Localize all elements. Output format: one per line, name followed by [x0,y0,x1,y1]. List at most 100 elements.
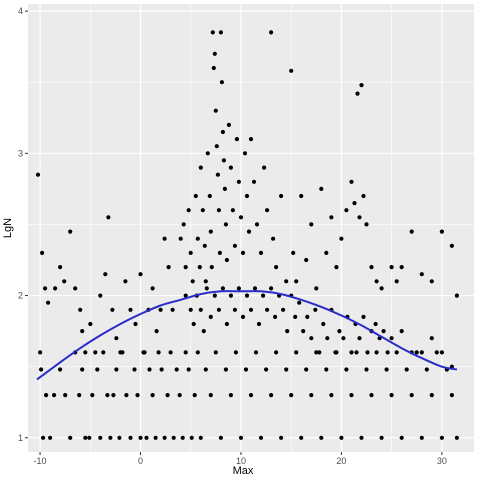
data-point [243,367,249,372]
y-tick-label: 2 [18,291,23,301]
data-point [208,229,213,234]
data-point [147,367,152,372]
data-point [222,186,227,191]
data-point [195,236,200,241]
x-tick-label: 20 [336,456,346,466]
data-point [434,350,439,355]
data-point [424,367,429,372]
data-point [220,286,225,291]
data-point [156,350,161,355]
data-point [319,435,324,440]
data-point [389,336,394,341]
data-point [213,108,218,113]
data-point [212,51,217,56]
data-point [108,435,113,440]
data-point [409,393,414,398]
x-tick-label: 30 [437,456,447,466]
data-point [373,321,378,327]
x-axis-ticks: -10 0 10 20 30 [34,452,447,466]
data-point [58,367,63,372]
data-point [40,250,45,255]
data-point [166,265,171,270]
data-point [181,222,186,227]
data-point [212,293,217,298]
data-point [224,257,229,263]
data-point [188,250,193,255]
data-point [232,243,237,248]
data-point [228,293,233,298]
y-tick-label: 1 [18,433,23,443]
data-point [339,236,344,241]
data-point [154,329,159,334]
minor-gridlines [28,4,474,452]
data-point [53,286,58,291]
data-point [271,236,276,241]
data-point [284,279,289,284]
data-point [429,336,434,341]
data-point [394,279,399,284]
data-point [281,307,286,312]
data-point [324,367,329,372]
data-point [361,193,366,199]
data-point [291,250,296,255]
data-point [132,367,137,372]
data-point [105,393,110,398]
data-point [83,435,88,440]
data-point [409,229,414,234]
data-point [349,350,354,355]
data-point [178,236,183,241]
data-point [58,265,63,270]
data-point [188,307,193,312]
data-point [274,350,279,355]
data-point [341,336,346,341]
data-point [269,286,274,291]
data-point [177,393,182,398]
data-point [200,208,205,213]
data-point [153,435,158,440]
data-point [232,307,237,312]
data-point [41,435,46,440]
data-point [289,393,294,398]
data-point [48,435,53,440]
data-point [273,314,278,319]
x-tick-label: -10 [34,456,47,466]
major-gridlines [28,4,474,452]
data-point [321,321,326,327]
data-point [349,179,354,184]
data-point [354,350,359,355]
data-point [253,350,259,355]
data-point [165,393,170,398]
data-point [244,193,250,199]
data-point [170,307,175,312]
data-point [384,367,389,372]
data-point [364,367,369,372]
data-point [128,435,133,440]
data-point [240,314,246,319]
data-point [228,165,233,170]
data-point [110,307,115,312]
data-point [305,314,310,319]
data-point [285,329,290,334]
data-point [218,435,223,440]
data-point [195,350,200,355]
data-point [359,435,364,440]
data-point [313,307,318,312]
data-point [80,367,85,372]
data-point [190,279,195,284]
data-point [317,350,322,355]
data-point [183,293,188,298]
data-point [218,30,223,35]
data-point [297,300,302,305]
data-point [168,350,173,355]
data-point [261,293,266,298]
data-point [220,129,225,135]
data-point [389,265,394,270]
data-point [213,350,218,355]
data-point [106,215,111,220]
data-point [248,137,254,142]
data-point [138,435,143,440]
data-point [234,137,239,142]
data-point [349,393,354,398]
data-point [198,307,203,312]
data-point [394,350,399,355]
